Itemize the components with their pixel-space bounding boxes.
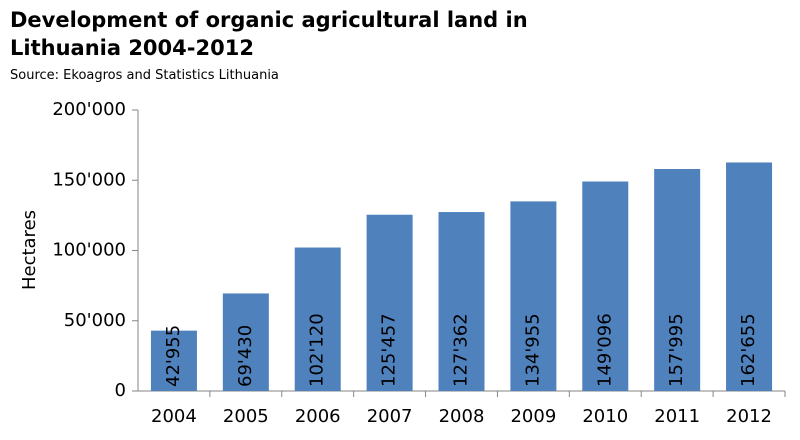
x-tick-label: 2004 [151, 406, 197, 427]
chart-title: Development of organic agricultural land… [10, 8, 528, 60]
y-tick-label: 0 [115, 380, 126, 401]
value-label: 162'655 [738, 313, 759, 387]
x-tick-label: 2009 [510, 406, 556, 427]
x-tick-label: 2007 [367, 406, 413, 427]
x-tick-label: 2010 [582, 406, 628, 427]
x-tick-label: 2008 [439, 406, 485, 427]
bar [654, 169, 701, 391]
value-label: 69'430 [235, 325, 256, 387]
value-label: 134'955 [522, 313, 543, 387]
bar [438, 212, 485, 391]
bar [222, 293, 269, 391]
value-label: 125'457 [379, 313, 400, 387]
y-tick-label: 50'000 [64, 310, 126, 331]
bar [366, 214, 413, 391]
value-label: 127'362 [451, 313, 472, 387]
x-tick-label: 2006 [295, 406, 341, 427]
bar [726, 162, 773, 391]
x-tick-label: 2005 [223, 406, 269, 427]
y-tick-label: 100'000 [52, 240, 126, 261]
y-tick-label: 150'000 [52, 169, 126, 190]
value-label: 149'096 [594, 313, 615, 387]
y-axis-label: Hectares [19, 210, 40, 290]
value-label: 157'995 [666, 313, 687, 387]
chart-subtitle: Source: Ekoagros and Statistics Lithuani… [10, 68, 279, 83]
value-label: 102'120 [307, 313, 328, 387]
bar [294, 247, 341, 391]
bar [150, 330, 197, 391]
value-label: 42'955 [163, 325, 184, 387]
bar [510, 201, 557, 391]
x-tick-label: 2011 [654, 406, 700, 427]
bar [582, 181, 629, 391]
x-tick-label: 2012 [726, 406, 772, 427]
y-tick-label: 200'000 [52, 99, 126, 120]
